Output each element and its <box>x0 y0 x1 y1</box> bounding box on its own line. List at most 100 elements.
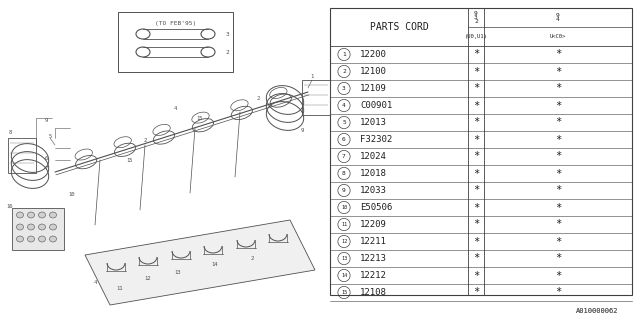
Text: A010000062: A010000062 <box>575 308 618 314</box>
Text: 15: 15 <box>196 116 204 121</box>
Bar <box>330 8 632 295</box>
Text: *: * <box>555 287 561 298</box>
Text: *: * <box>555 203 561 212</box>
Text: 12: 12 <box>341 239 347 244</box>
Text: 11: 11 <box>341 222 347 227</box>
Ellipse shape <box>38 212 45 218</box>
Ellipse shape <box>49 224 56 230</box>
Text: 14: 14 <box>341 273 347 278</box>
Text: 8: 8 <box>342 171 346 176</box>
Text: 9: 9 <box>300 127 303 132</box>
Ellipse shape <box>49 236 56 242</box>
Text: 13: 13 <box>175 269 181 275</box>
Ellipse shape <box>28 224 35 230</box>
Text: 12013: 12013 <box>360 118 387 127</box>
Ellipse shape <box>28 212 35 218</box>
Text: 12100: 12100 <box>360 67 387 76</box>
Text: (TO FEB'95): (TO FEB'95) <box>155 21 196 26</box>
Text: 6: 6 <box>342 137 346 142</box>
Text: 12109: 12109 <box>360 84 387 93</box>
Text: *: * <box>473 220 479 229</box>
Bar <box>8 138 36 173</box>
Text: C00901: C00901 <box>360 101 392 110</box>
Text: 12212: 12212 <box>360 271 387 280</box>
Ellipse shape <box>38 236 45 242</box>
Text: *: * <box>555 151 561 162</box>
Text: 3: 3 <box>225 31 229 36</box>
Text: *: * <box>473 270 479 281</box>
Text: *: * <box>473 169 479 179</box>
Text: 6: 6 <box>44 156 47 161</box>
Text: 12: 12 <box>145 276 151 281</box>
Text: *: * <box>555 134 561 145</box>
Text: *: * <box>473 253 479 263</box>
Text: 15: 15 <box>341 290 347 295</box>
Text: *: * <box>555 100 561 110</box>
Ellipse shape <box>17 236 24 242</box>
Text: *: * <box>473 151 479 162</box>
Text: *: * <box>473 117 479 127</box>
Text: 4: 4 <box>173 106 177 110</box>
Text: *: * <box>555 186 561 196</box>
Ellipse shape <box>28 236 35 242</box>
Text: *: * <box>555 236 561 246</box>
Text: 12024: 12024 <box>360 152 387 161</box>
Text: 9
3
2: 9 3 2 <box>474 11 478 24</box>
Text: *: * <box>555 169 561 179</box>
Text: E50506: E50506 <box>360 203 392 212</box>
Text: 5: 5 <box>49 133 52 139</box>
Text: 13: 13 <box>341 256 347 261</box>
Text: A010000062: A010000062 <box>575 308 618 314</box>
Text: 9
4: 9 4 <box>556 13 560 22</box>
Bar <box>118 12 233 72</box>
Text: 2: 2 <box>143 138 147 142</box>
Text: *: * <box>555 50 561 60</box>
Text: 4: 4 <box>93 281 97 285</box>
Text: 3: 3 <box>342 86 346 91</box>
Text: PARTS CORD: PARTS CORD <box>370 22 428 32</box>
Text: 7: 7 <box>342 154 346 159</box>
Text: *: * <box>473 236 479 246</box>
Text: 15: 15 <box>127 157 133 163</box>
Text: *: * <box>473 84 479 93</box>
Text: 11: 11 <box>116 285 124 291</box>
Text: 14: 14 <box>212 262 218 268</box>
Text: 12213: 12213 <box>360 254 387 263</box>
Text: *: * <box>473 134 479 145</box>
Text: *: * <box>473 203 479 212</box>
Text: 12200: 12200 <box>360 50 387 59</box>
Polygon shape <box>85 220 315 305</box>
Text: 1: 1 <box>310 75 314 79</box>
Ellipse shape <box>17 212 24 218</box>
Text: *: * <box>555 253 561 263</box>
Text: *: * <box>555 84 561 93</box>
Text: *: * <box>473 67 479 76</box>
Text: 12033: 12033 <box>360 186 387 195</box>
Text: 1: 1 <box>342 52 346 57</box>
Text: F32302: F32302 <box>360 135 392 144</box>
Text: 12108: 12108 <box>360 288 387 297</box>
Text: 10: 10 <box>68 193 76 197</box>
Text: 12209: 12209 <box>360 220 387 229</box>
Text: U<C0>: U<C0> <box>550 34 566 39</box>
Text: *: * <box>473 287 479 298</box>
Text: *: * <box>473 186 479 196</box>
Text: 8: 8 <box>8 130 12 134</box>
Text: 2: 2 <box>342 69 346 74</box>
Text: *: * <box>555 117 561 127</box>
Text: 2: 2 <box>225 50 229 54</box>
Text: 12211: 12211 <box>360 237 387 246</box>
Text: *: * <box>555 270 561 281</box>
Text: (U0,U1): (U0,U1) <box>465 34 488 39</box>
Ellipse shape <box>49 212 56 218</box>
Text: *: * <box>555 220 561 229</box>
Ellipse shape <box>17 224 24 230</box>
Text: 12018: 12018 <box>360 169 387 178</box>
Text: 5: 5 <box>342 120 346 125</box>
Text: 9: 9 <box>44 117 47 123</box>
Ellipse shape <box>38 224 45 230</box>
Text: *: * <box>473 50 479 60</box>
Text: 16: 16 <box>7 204 13 210</box>
Text: 2: 2 <box>250 255 253 260</box>
Bar <box>302 80 330 115</box>
